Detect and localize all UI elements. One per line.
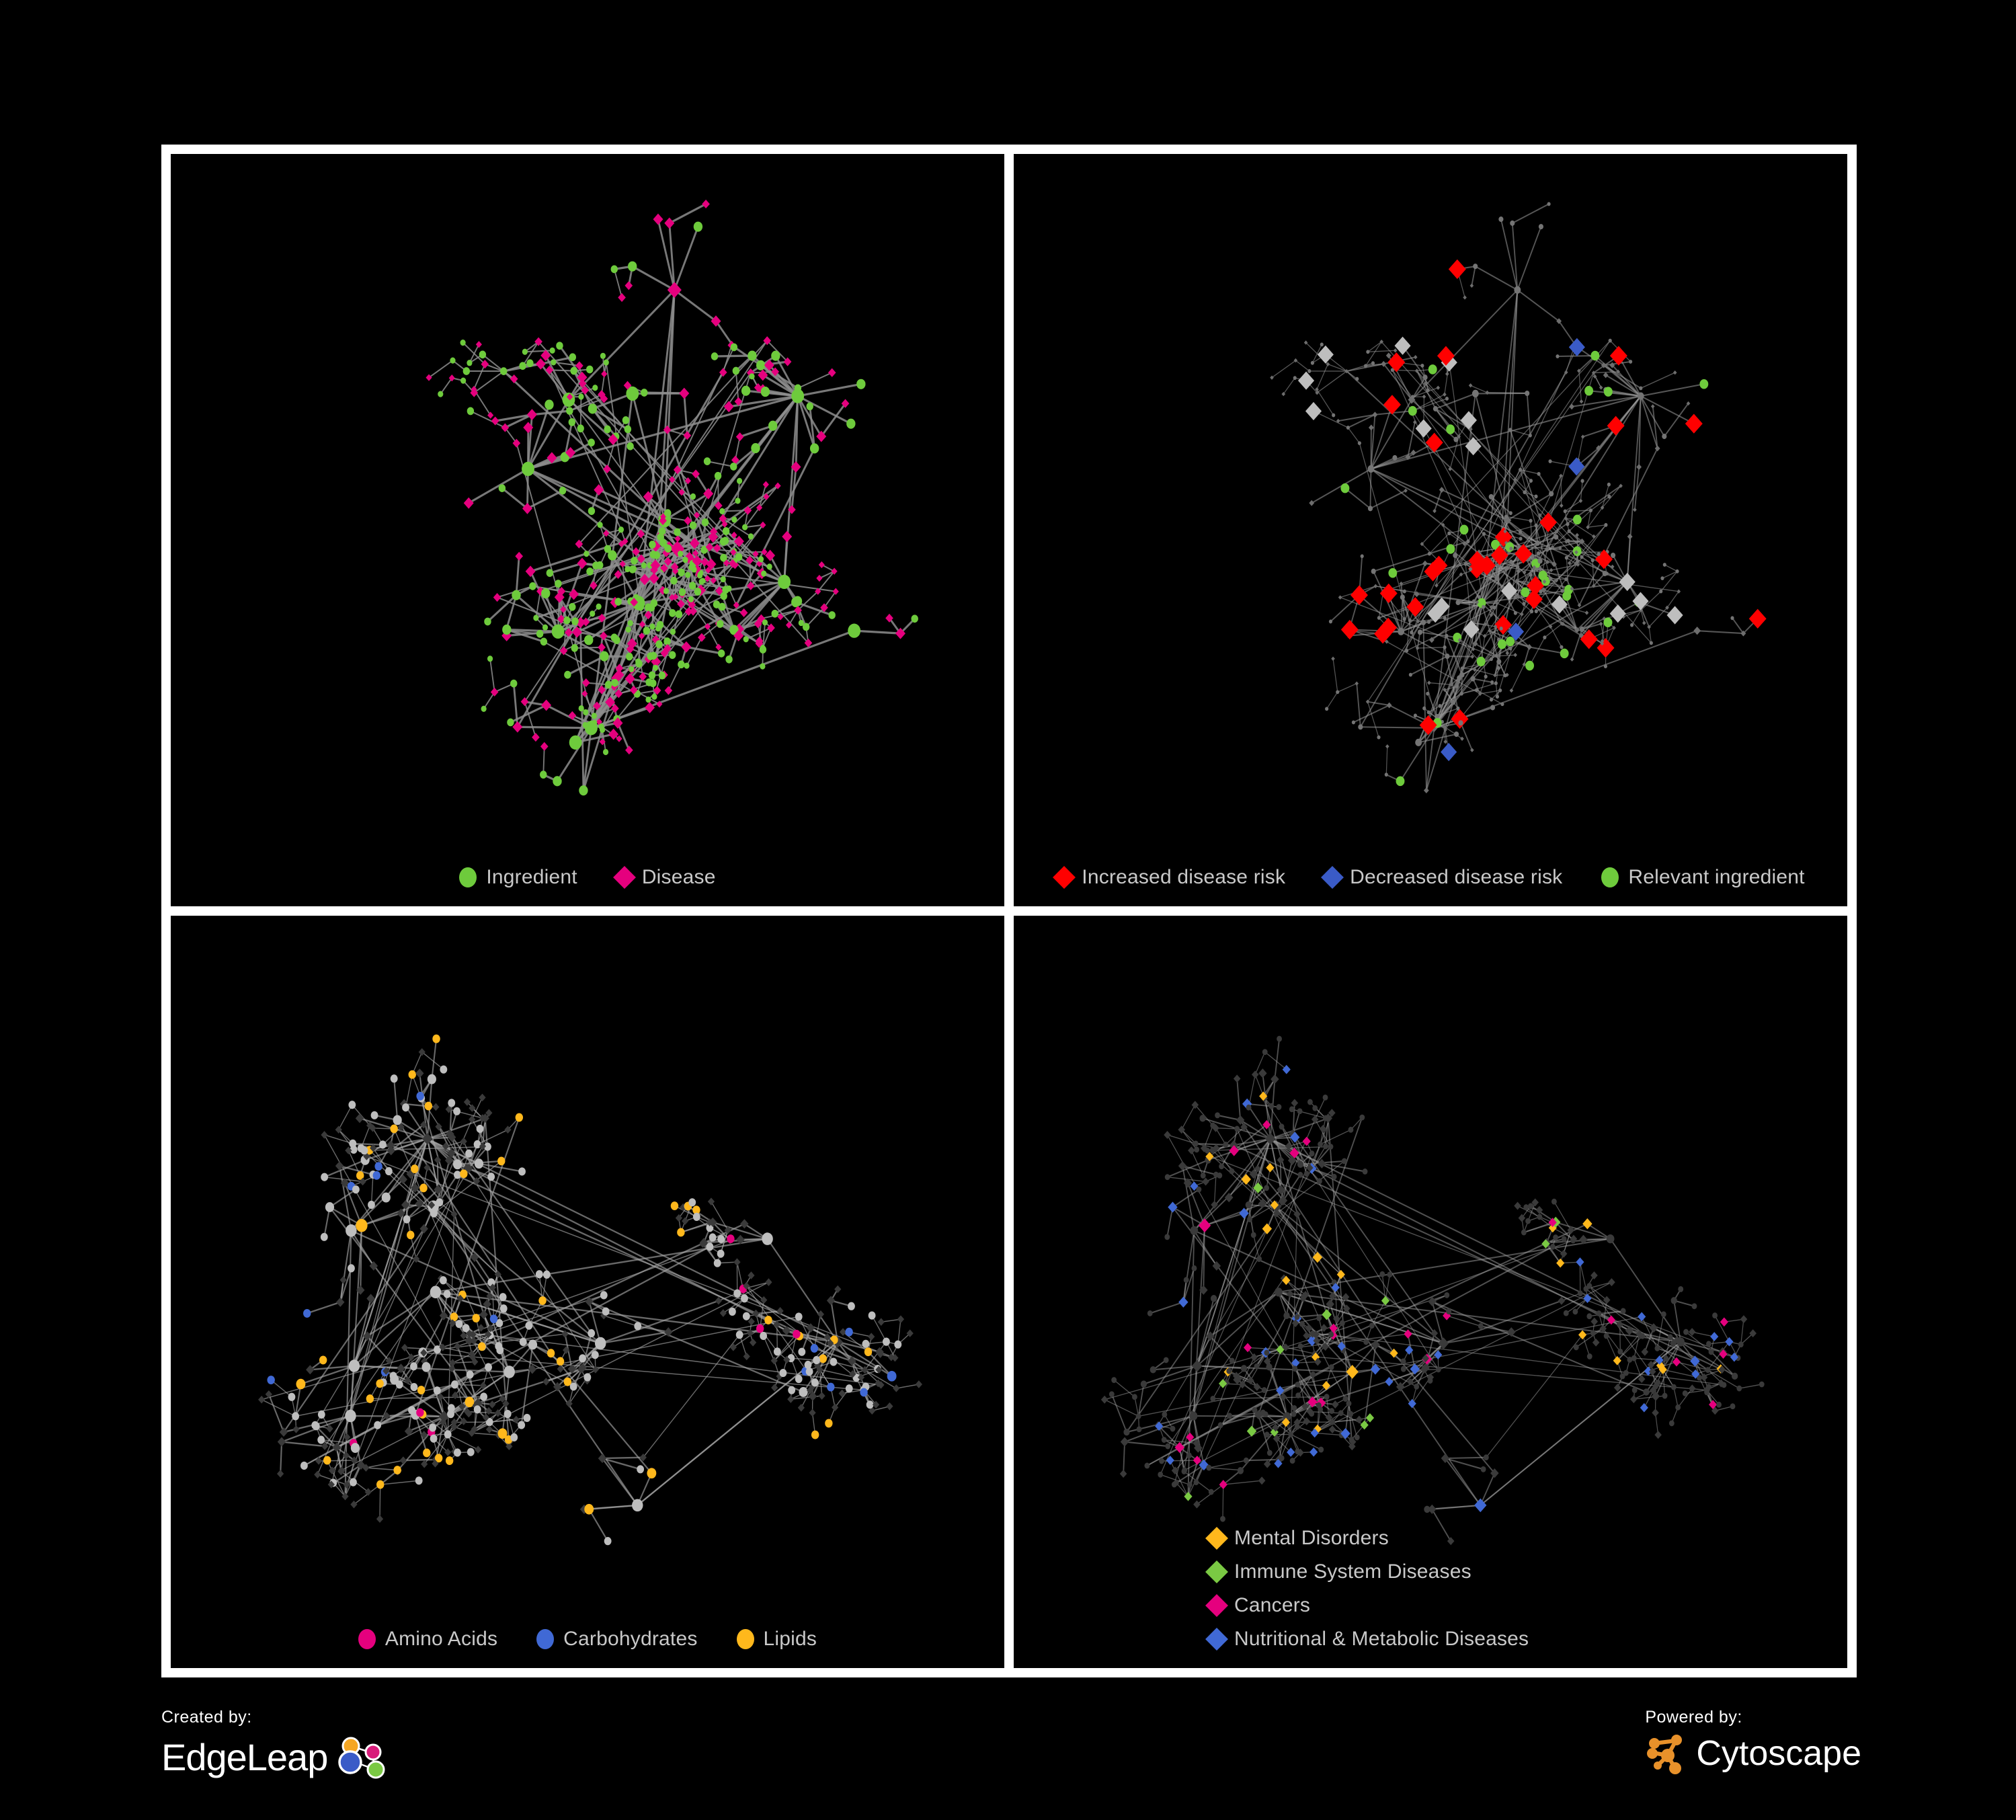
legend-label-ingredient: Ingredient xyxy=(486,866,577,888)
edgeleap-network-icon xyxy=(338,1737,385,1779)
mental-disorders-diamond-icon xyxy=(1205,1527,1228,1550)
lipids-circle-icon xyxy=(736,1629,754,1649)
disease-diamond-icon xyxy=(612,866,636,889)
legend-label-lipids: Lipids xyxy=(763,1628,817,1650)
panel-disease-class-network[interactable]: Mental Disorders Immune System Diseases … xyxy=(1014,916,1847,1668)
panel-ingredient-disease-network[interactable]: Ingredient Disease xyxy=(171,154,1004,906)
created-by-edgeleap: Created by: EdgeLeap xyxy=(161,1708,391,1784)
edgeleap-logo-row: EdgeLeap xyxy=(161,1731,391,1784)
carbohydrates-circle-icon xyxy=(536,1629,555,1649)
legend-label-decreased-risk: Decreased disease risk xyxy=(1350,866,1563,888)
cytoscape-network-icon xyxy=(1647,1735,1683,1774)
powered-by-cytoscape: Powered by: Cytoscape xyxy=(1645,1708,1861,1776)
legend-label-nutritional-metabolic-diseases: Nutritional & Metabolic Diseases xyxy=(1234,1628,1529,1650)
network-graph-ingredient-disease xyxy=(426,199,918,796)
panel-grid: Ingredient Disease Increased disease ris… xyxy=(161,145,1857,1677)
legend-item-cancers[interactable]: Cancers xyxy=(1205,1594,1464,1617)
legend-item-mental-disorders[interactable]: Mental Disorders xyxy=(1205,1527,1464,1550)
legend-item-increased-risk[interactable]: Increased disease risk xyxy=(1053,866,1286,889)
legend-label-mental-disorders: Mental Disorders xyxy=(1234,1527,1389,1549)
legend-label-increased-risk: Increased disease risk xyxy=(1082,866,1286,888)
legend-label-immune-system-diseases: Immune System Diseases xyxy=(1234,1560,1471,1583)
legend-item-relevant-ingredient[interactable]: Relevant ingredient xyxy=(1601,866,1805,889)
legend-disease-risk: Increased disease risk Decreased disease… xyxy=(1014,866,1847,889)
nutritional-metabolic-diseases-diamond-icon xyxy=(1205,1628,1228,1651)
decreased-risk-diamond-icon xyxy=(1321,866,1344,889)
amino-acids-circle-icon xyxy=(358,1629,376,1649)
legend-label-disease: Disease xyxy=(641,866,716,888)
powered-by-kicker: Powered by: xyxy=(1645,1708,1742,1727)
legend-item-decreased-risk[interactable]: Decreased disease risk xyxy=(1321,866,1563,889)
legend-item-ingredient[interactable]: Ingredient xyxy=(459,866,577,889)
legend-item-disease[interactable]: Disease xyxy=(612,866,716,889)
ingredient-circle-icon xyxy=(459,867,477,887)
immune-system-diseases-diamond-icon xyxy=(1205,1560,1228,1583)
legend-item-carbohydrates[interactable]: Carbohydrates xyxy=(536,1628,697,1651)
increased-risk-diamond-icon xyxy=(1053,866,1076,889)
legend-item-lipids[interactable]: Lipids xyxy=(736,1628,817,1651)
legend-item-amino-acids[interactable]: Amino Acids xyxy=(358,1628,497,1651)
legend-label-cancers: Cancers xyxy=(1234,1594,1311,1616)
network-graph-disease-risk xyxy=(1270,202,1767,794)
legend-label-carbohydrates: Carbohydrates xyxy=(563,1628,698,1650)
legend-item-immune-system-diseases[interactable]: Immune System Diseases xyxy=(1205,1560,1471,1583)
relevant-ingredient-circle-icon xyxy=(1601,867,1619,887)
panel-ingredient-class-network[interactable]: Amino Acids Carbohydrates Lipids xyxy=(171,916,1004,1668)
legend-disease-class: Mental Disorders Immune System Diseases … xyxy=(1094,1527,1767,1651)
network-graph-disease-class xyxy=(1100,1035,1765,1546)
legend-ingredient-disease: Ingredient Disease xyxy=(171,866,1004,889)
edgeleap-wordmark: EdgeLeap xyxy=(161,1736,328,1778)
network-graph-ingredient-class xyxy=(258,1034,922,1546)
legend-label-amino-acids: Amino Acids xyxy=(385,1628,498,1650)
panel-disease-risk-network[interactable]: Increased disease risk Decreased disease… xyxy=(1014,154,1847,906)
legend-ingredient-class: Amino Acids Carbohydrates Lipids xyxy=(171,1628,1004,1651)
cytoscape-logo-row: Cytoscape xyxy=(1645,1731,1861,1776)
cancers-diamond-icon xyxy=(1205,1594,1228,1617)
created-by-kicker: Created by: xyxy=(161,1708,252,1727)
legend-label-relevant-ingredient: Relevant ingredient xyxy=(1628,866,1805,888)
cytoscape-wordmark: Cytoscape xyxy=(1696,1734,1861,1773)
legend-item-nutritional-metabolic-diseases[interactable]: Nutritional & Metabolic Diseases xyxy=(1205,1628,1529,1651)
